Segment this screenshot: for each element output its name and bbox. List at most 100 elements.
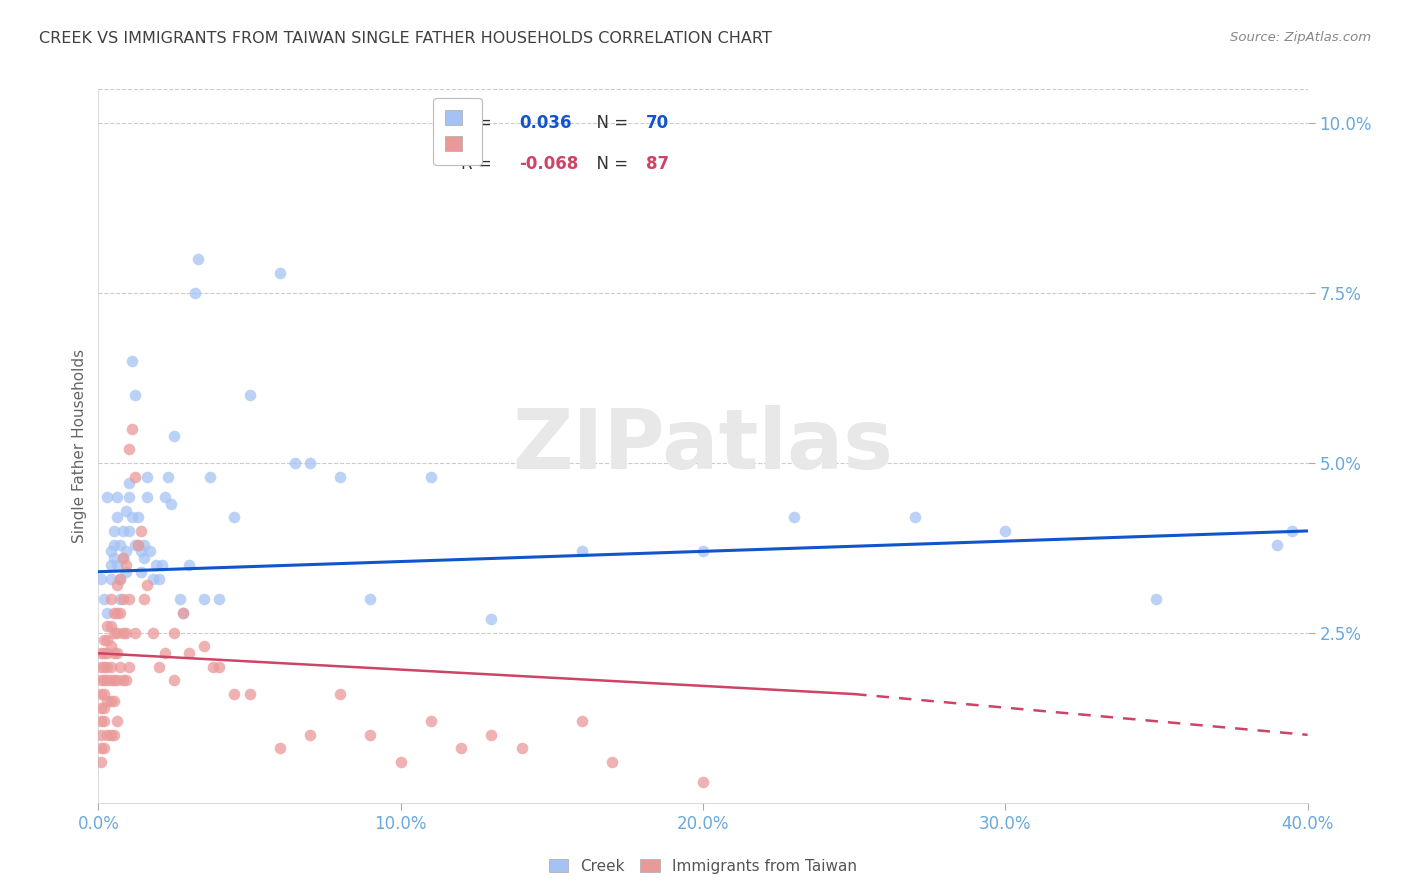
Point [105, 558, 128, 572]
Point [135, 578, 157, 592]
Point [193, 640, 215, 654]
Point [108, 660, 131, 674]
Point [193, 591, 215, 606]
Point [103, 728, 125, 742]
Point [111, 626, 134, 640]
Point [103, 524, 125, 538]
Point [90, 687, 112, 701]
Point [481, 728, 503, 742]
Point [360, 591, 382, 606]
Point [93, 741, 115, 756]
Point [90, 673, 112, 688]
Point [114, 558, 136, 572]
Point [105, 714, 128, 729]
Point [103, 694, 125, 708]
Point [389, 755, 412, 769]
Point [156, 469, 179, 483]
Point [111, 673, 134, 688]
Text: 70: 70 [647, 114, 669, 132]
Point [127, 510, 149, 524]
Point [150, 558, 173, 572]
Point [163, 626, 186, 640]
Point [100, 619, 122, 633]
Text: N =: N = [586, 114, 633, 132]
Point [118, 591, 141, 606]
Point [103, 626, 125, 640]
Point [187, 252, 209, 266]
Point [450, 741, 472, 756]
Point [142, 626, 165, 640]
Point [208, 660, 231, 674]
Y-axis label: Single Father Households: Single Father Households [72, 349, 87, 543]
Point [124, 537, 146, 551]
Point [111, 551, 134, 566]
Point [96, 673, 118, 688]
Point [299, 456, 322, 470]
Point [105, 510, 128, 524]
Point [284, 456, 307, 470]
Point [118, 524, 141, 538]
Point [239, 687, 262, 701]
Point [135, 490, 157, 504]
Point [96, 728, 118, 742]
Point [269, 741, 291, 756]
Point [129, 544, 152, 558]
Point [108, 537, 131, 551]
Point [103, 673, 125, 688]
Point [96, 660, 118, 674]
Point [105, 646, 128, 660]
Point [105, 578, 128, 592]
Point [90, 714, 112, 729]
Point [121, 510, 143, 524]
Point [129, 524, 152, 538]
Point [90, 572, 112, 586]
Point [108, 606, 131, 620]
Point [105, 626, 128, 640]
Point [114, 544, 136, 558]
Point [121, 354, 143, 368]
Point [96, 646, 118, 660]
Text: 0.036: 0.036 [519, 114, 572, 132]
Point [571, 544, 593, 558]
Point [132, 591, 155, 606]
Point [224, 687, 246, 701]
Point [224, 510, 246, 524]
Point [127, 537, 149, 551]
Point [93, 673, 115, 688]
Point [93, 714, 115, 729]
Point [783, 510, 806, 524]
Point [114, 503, 136, 517]
Point [93, 646, 115, 660]
Point [93, 591, 115, 606]
Point [692, 775, 714, 789]
Point [172, 606, 194, 620]
Point [118, 442, 141, 457]
Point [163, 673, 186, 688]
Point [360, 728, 382, 742]
Point [904, 510, 927, 524]
Point [121, 422, 143, 436]
Point [179, 558, 201, 572]
Point [184, 286, 207, 301]
Point [111, 524, 134, 538]
Point [96, 606, 118, 620]
Point [93, 687, 115, 701]
Point [96, 490, 118, 504]
Point [510, 741, 533, 756]
Point [105, 490, 128, 504]
Point [329, 687, 352, 701]
Text: CREEK VS IMMIGRANTS FROM TAIWAN SINGLE FATHER HOUSEHOLDS CORRELATION CHART: CREEK VS IMMIGRANTS FROM TAIWAN SINGLE F… [39, 31, 772, 46]
Point [1267, 537, 1289, 551]
Point [105, 606, 128, 620]
Point [93, 632, 115, 647]
Point [124, 469, 146, 483]
Point [103, 646, 125, 660]
Point [96, 632, 118, 647]
Point [132, 551, 155, 566]
Point [153, 646, 176, 660]
Point [103, 537, 125, 551]
Point [114, 626, 136, 640]
Point [127, 537, 149, 551]
Point [118, 490, 141, 504]
Text: R =: R = [461, 114, 498, 132]
